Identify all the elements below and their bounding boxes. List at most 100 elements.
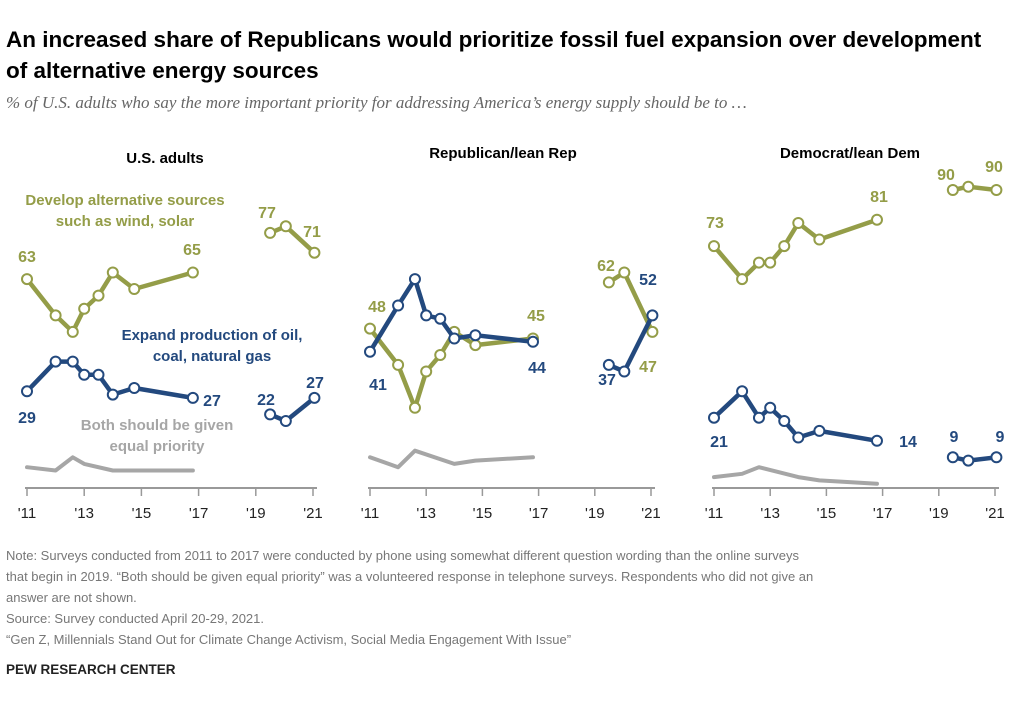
data-label-fossil: 37 <box>598 372 616 389</box>
data-point-fossil <box>128 382 141 394</box>
data-point-fossil <box>526 335 539 348</box>
x-tick-label: '13 <box>74 505 94 522</box>
data-label-fossil: 9 <box>950 429 959 446</box>
chart-subtitle: % of U.S. adults who say the more import… <box>6 93 747 112</box>
data-point-fossil <box>946 451 959 464</box>
data-label-fossil: 29 <box>18 410 36 427</box>
data-point-alternative <box>264 226 277 239</box>
data-point-fossil <box>646 309 659 322</box>
series-label-fossil: Expand production of oil, <box>122 327 303 344</box>
data-point-alternative <box>708 240 720 253</box>
x-tick-label: '21 <box>303 505 323 522</box>
chart-title: An increased share of Republicans would … <box>6 27 982 83</box>
data-point-fossil <box>618 365 631 378</box>
x-tick-label: '11 <box>361 505 379 522</box>
data-point-fossil <box>764 401 777 414</box>
data-point-fossil <box>264 408 277 421</box>
panel-title: Democrat/lean Dem <box>780 145 920 162</box>
x-tick-label: '19 <box>585 505 605 522</box>
x-tick-label: '13 <box>416 505 436 522</box>
data-point-alternative <box>618 266 631 279</box>
data-point-alternative <box>778 240 791 253</box>
data-label-alternative: 48 <box>368 299 386 316</box>
data-label-alternative: 63 <box>18 249 36 266</box>
x-tick-label: '15 <box>473 505 493 522</box>
data-point-alternative <box>870 213 883 226</box>
data-label-alternative: 73 <box>706 215 724 232</box>
x-tick-label: '19 <box>929 505 949 522</box>
data-point-fossil <box>813 424 826 437</box>
data-point-alternative <box>308 246 321 259</box>
data-point-alternative <box>128 283 141 295</box>
note-line: Note: Surveys conducted from 2011 to 201… <box>6 548 800 563</box>
data-point-fossil <box>962 454 975 467</box>
data-label-fossil: 41 <box>369 377 387 394</box>
data-point-fossil <box>752 411 765 424</box>
data-point-fossil <box>279 415 292 427</box>
data-point-fossil <box>186 391 199 404</box>
data-point-alternative <box>990 184 1003 196</box>
data-point-alternative <box>469 339 482 352</box>
x-tick-label: '11 <box>705 505 723 522</box>
note-line: answer are not shown. <box>6 590 137 605</box>
data-label-alternative: 90 <box>985 159 1003 176</box>
data-point-alternative <box>752 256 765 269</box>
series-line-both <box>25 455 195 473</box>
series-label-both: equal priority <box>109 438 205 455</box>
data-point-fossil <box>736 385 749 398</box>
data-point-alternative <box>186 266 199 279</box>
series-line-fossil <box>950 455 999 463</box>
data-point-alternative <box>106 266 119 279</box>
x-tick-label: '17 <box>873 505 893 522</box>
series-line-fossil <box>267 395 317 424</box>
data-point-fossil <box>392 299 405 312</box>
data-point-fossil <box>870 434 883 447</box>
data-point-fossil <box>92 368 105 381</box>
data-label-fossil: 9 <box>996 429 1005 446</box>
series-label-alternative: such as wind, solar <box>56 213 195 230</box>
x-tick-label: '13 <box>760 505 780 522</box>
data-point-alternative <box>602 276 615 289</box>
data-point-alternative <box>962 180 975 193</box>
data-point-fossil <box>78 368 91 381</box>
x-tick-label: '15 <box>132 505 152 522</box>
data-point-alternative <box>49 309 62 322</box>
data-point-alternative <box>92 289 105 302</box>
data-point-alternative <box>946 184 959 196</box>
data-point-alternative <box>408 401 421 414</box>
data-point-alternative <box>420 365 433 378</box>
data-point-alternative <box>764 256 777 269</box>
data-point-fossil <box>21 385 33 398</box>
data-point-alternative <box>21 273 33 286</box>
data-point-alternative <box>78 302 91 315</box>
data-label-alternative: 77 <box>258 205 276 222</box>
data-point-alternative <box>364 322 376 335</box>
data-point-fossil <box>469 329 482 342</box>
panel-title: U.S. adults <box>126 150 204 167</box>
data-point-fossil <box>708 411 720 424</box>
data-point-alternative <box>392 358 405 371</box>
data-point-alternative <box>66 325 79 338</box>
x-tick-label: '17 <box>189 505 209 522</box>
data-label-fossil: 27 <box>306 375 324 392</box>
data-point-alternative <box>646 325 659 338</box>
data-label-alternative: 47 <box>639 359 657 376</box>
data-point-fossil <box>49 355 62 368</box>
data-label-fossil: 52 <box>639 272 657 289</box>
data-point-alternative <box>736 273 749 286</box>
data-label-alternative: 65 <box>183 242 201 259</box>
data-label-fossil: 44 <box>528 360 546 377</box>
data-point-fossil <box>308 391 321 404</box>
data-point-fossil <box>990 451 1003 464</box>
x-tick-label: '11 <box>18 505 36 522</box>
data-point-alternative <box>434 349 447 361</box>
data-point-fossil <box>364 345 376 358</box>
source-line: Source: Survey conducted April 20-29, 20… <box>6 611 264 626</box>
data-point-fossil <box>420 309 433 322</box>
data-point-fossil <box>602 358 615 371</box>
data-point-fossil <box>778 415 791 427</box>
series-label-both: Both should be given <box>81 417 234 434</box>
data-label-fossil: 21 <box>710 434 728 451</box>
data-point-alternative <box>792 217 805 229</box>
